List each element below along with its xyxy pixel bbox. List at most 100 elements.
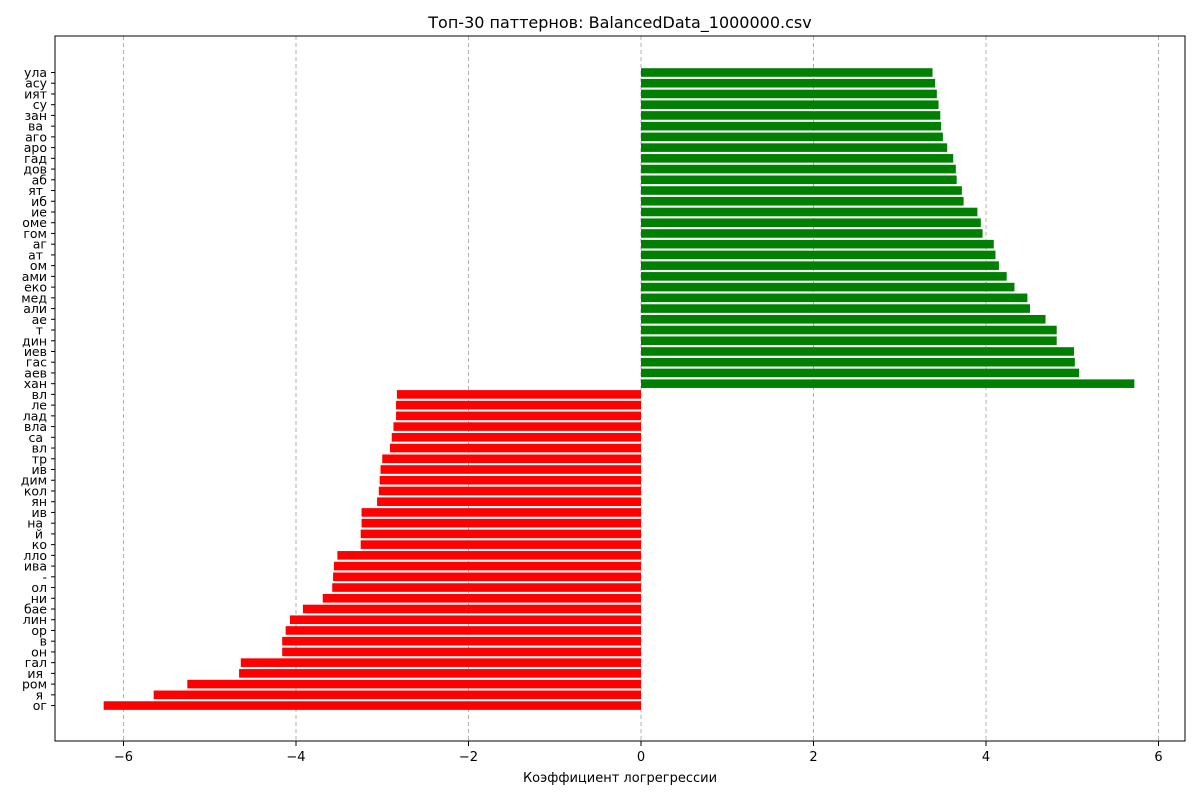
x-axis-label: Коэффициент логрегрессии bbox=[523, 771, 717, 786]
category-label: ат bbox=[28, 247, 47, 262]
bar bbox=[641, 132, 943, 142]
x-tick-label: −2 bbox=[459, 750, 478, 765]
bar bbox=[641, 175, 957, 185]
bar bbox=[641, 239, 994, 249]
category-label: гад bbox=[24, 151, 47, 166]
bar bbox=[361, 508, 641, 517]
category-label: гас bbox=[26, 355, 47, 370]
category-label: асу bbox=[25, 76, 48, 91]
bar bbox=[641, 325, 1057, 335]
bar bbox=[333, 561, 641, 571]
bar bbox=[391, 433, 641, 442]
grid-lines bbox=[123, 36, 1159, 741]
bar bbox=[239, 669, 641, 678]
bar bbox=[322, 593, 641, 603]
category-label: хан bbox=[24, 376, 47, 391]
category-label: дим bbox=[21, 473, 47, 488]
bar bbox=[641, 229, 983, 238]
bar bbox=[361, 518, 641, 528]
bar bbox=[379, 475, 641, 485]
category-label: лло bbox=[23, 548, 47, 563]
x-tick-label: −4 bbox=[286, 750, 305, 765]
category-label: иб bbox=[31, 194, 47, 209]
bar bbox=[289, 615, 641, 625]
category-label: ив bbox=[32, 462, 48, 477]
category-label: ян bbox=[31, 494, 47, 509]
category-label: аго bbox=[25, 129, 47, 144]
category-label: бае bbox=[24, 602, 47, 617]
category-label: дин bbox=[22, 333, 47, 348]
bar bbox=[302, 604, 641, 614]
category-label: ие bbox=[31, 204, 47, 219]
bar bbox=[187, 679, 641, 689]
category-label: вл bbox=[32, 441, 47, 456]
bar bbox=[333, 572, 641, 582]
bars bbox=[103, 68, 1135, 710]
bar bbox=[390, 443, 641, 453]
chart-title: Топ-30 паттернов: BalancedData_1000000.c… bbox=[427, 13, 811, 33]
category-label: гом bbox=[23, 226, 47, 241]
bar bbox=[641, 347, 1074, 356]
category-label: т bbox=[36, 323, 47, 338]
x-tick-label: −6 bbox=[114, 750, 133, 765]
category-label: оме bbox=[22, 215, 47, 230]
x-tick-label: 2 bbox=[809, 750, 817, 765]
category-label: гал bbox=[25, 655, 47, 670]
category-label: лад bbox=[23, 408, 47, 423]
bar bbox=[360, 529, 641, 539]
bar bbox=[641, 272, 1007, 281]
bar bbox=[332, 583, 641, 592]
bar bbox=[641, 164, 956, 174]
category-label: аро bbox=[24, 140, 47, 155]
bar bbox=[240, 658, 642, 667]
bar bbox=[641, 154, 954, 163]
category-label: аг bbox=[33, 237, 47, 252]
bar bbox=[641, 357, 1075, 367]
category-label: вла bbox=[24, 419, 47, 434]
category-label: ол bbox=[31, 580, 47, 595]
bar bbox=[103, 701, 642, 710]
bar bbox=[641, 293, 1028, 303]
category-label: али bbox=[23, 301, 47, 316]
x-tick-label: 4 bbox=[982, 750, 990, 765]
category-label: ят bbox=[28, 183, 47, 198]
bar bbox=[641, 121, 942, 131]
category-label: й bbox=[35, 526, 47, 541]
bar bbox=[641, 368, 1080, 378]
category-label: лин bbox=[23, 612, 47, 627]
bar bbox=[641, 111, 941, 120]
category-label: зан bbox=[25, 108, 47, 123]
bar bbox=[641, 196, 964, 206]
bar bbox=[396, 390, 641, 399]
bar bbox=[641, 314, 1046, 324]
bar bbox=[337, 551, 641, 560]
bar bbox=[641, 207, 978, 217]
category-label: на bbox=[27, 516, 47, 531]
category-label: аев bbox=[24, 365, 47, 380]
category-label: в bbox=[40, 634, 47, 649]
bar bbox=[641, 89, 937, 99]
category-label: ами bbox=[22, 269, 47, 284]
category-label: он bbox=[31, 644, 47, 659]
category-label: ле bbox=[31, 398, 47, 413]
category-label: я bbox=[36, 687, 48, 702]
bar bbox=[641, 282, 1015, 292]
category-label: аб bbox=[32, 172, 48, 187]
bar bbox=[641, 100, 939, 109]
category-label: тр bbox=[32, 451, 47, 466]
category-label: ом bbox=[30, 258, 47, 273]
bar bbox=[641, 250, 996, 260]
category-label: са bbox=[28, 430, 47, 445]
bar bbox=[282, 636, 641, 646]
category-label: ият bbox=[24, 86, 47, 101]
bar bbox=[641, 261, 999, 270]
bar bbox=[396, 400, 641, 410]
category-label: ив bbox=[32, 505, 48, 520]
category-label: ор bbox=[31, 623, 47, 638]
bar bbox=[380, 465, 641, 474]
category-label: ия bbox=[27, 666, 47, 681]
bar bbox=[641, 379, 1135, 388]
bar bbox=[378, 486, 641, 496]
